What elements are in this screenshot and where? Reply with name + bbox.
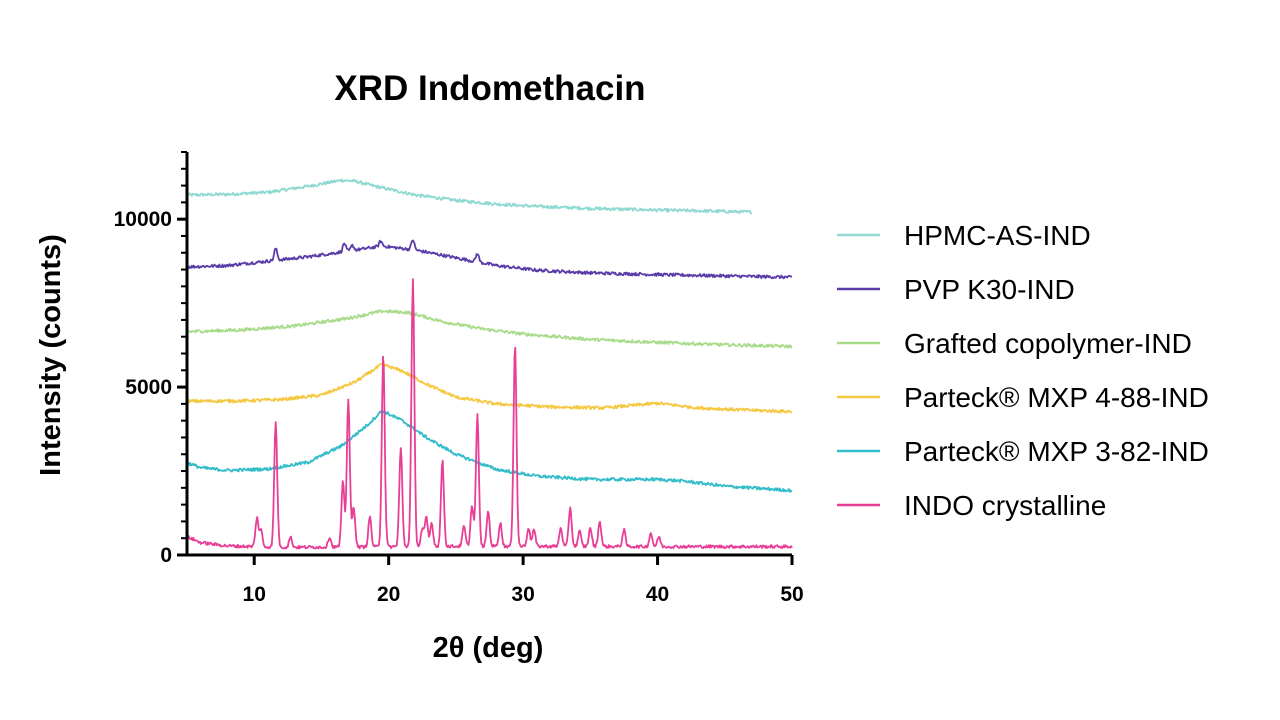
chart-title: XRD Indomethacin xyxy=(334,69,645,108)
series-line-2 xyxy=(186,309,793,349)
legend-label: Grafted copolymer-IND xyxy=(904,328,1192,359)
x-tick-label: 50 xyxy=(780,583,803,606)
x-tick-label: 20 xyxy=(377,583,400,606)
y-tick-label: 10000 xyxy=(114,208,172,231)
x-tick-label: 30 xyxy=(511,583,534,606)
y-axis-label: Intensity (counts) xyxy=(35,234,67,476)
series-line-4 xyxy=(186,409,793,493)
series-line-3 xyxy=(186,362,793,414)
y-tick-label: 5000 xyxy=(125,376,172,399)
series-line-5 xyxy=(186,278,793,550)
series-layer xyxy=(186,178,793,550)
x-tick-label: 10 xyxy=(243,583,266,606)
y-tick-label: 0 xyxy=(160,544,172,567)
legend-label: Parteck® MXP 3-82-IND xyxy=(904,436,1209,467)
legend-label: HPMC-AS-IND xyxy=(904,220,1091,251)
legend: HPMC-AS-IND PVP K30-IND Grafted copolymer-… xyxy=(837,220,1209,521)
series-line-1 xyxy=(186,239,793,280)
legend-label: INDO crystalline xyxy=(904,490,1106,521)
x-tick-label: 40 xyxy=(646,583,669,606)
x-axis-label: 2θ (deg) xyxy=(433,632,544,664)
legend-label: Parteck® MXP 4-88-IND xyxy=(904,382,1209,413)
ticks: 0 5000 10000 10 20 30 40 50 xyxy=(114,151,804,606)
legend-label: PVP K30-IND xyxy=(904,274,1075,305)
series-line-0 xyxy=(186,178,752,215)
